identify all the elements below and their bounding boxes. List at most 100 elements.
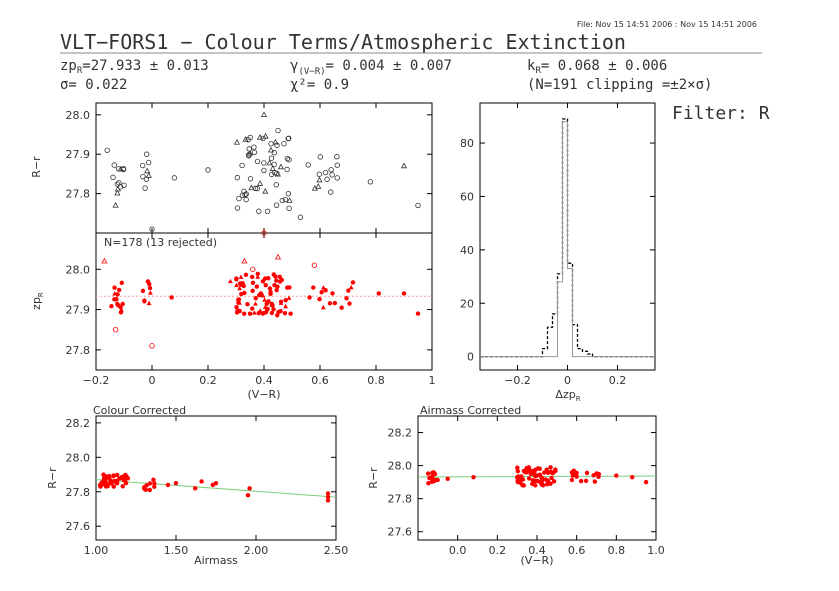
colour-corrected-point bbox=[173, 480, 179, 486]
colour-corrected-xlabel: Airmass bbox=[194, 554, 238, 567]
zp-point bbox=[346, 288, 351, 293]
airmass-corrected-xtick-label: 1.0 bbox=[647, 544, 665, 557]
colour-corrected-point bbox=[111, 473, 116, 478]
raw-colour-point bbox=[248, 184, 255, 191]
zp-point bbox=[286, 295, 292, 300]
raw-colour-point bbox=[273, 182, 279, 188]
zp-point bbox=[112, 297, 117, 302]
zp-point bbox=[234, 282, 239, 288]
zp-point bbox=[274, 278, 279, 283]
zp-xtick-label: 0.4 bbox=[255, 374, 273, 387]
raw-colour-point bbox=[316, 176, 323, 183]
raw-colour-point bbox=[285, 190, 292, 197]
zp-point bbox=[348, 284, 354, 290]
raw-colour-point bbox=[117, 165, 124, 172]
raw-colour-point bbox=[334, 162, 340, 168]
colour-corrected-point bbox=[107, 475, 112, 480]
zp-point bbox=[279, 277, 285, 283]
zp-point bbox=[234, 276, 239, 281]
raw-colour-point bbox=[275, 127, 281, 134]
airmass-corrected-point bbox=[543, 477, 549, 482]
zp-point bbox=[376, 291, 381, 296]
airmass-corrected-point bbox=[544, 467, 549, 472]
zp-point bbox=[344, 296, 349, 301]
sigma-stat: σ= 0.022 bbox=[60, 77, 127, 93]
zp-point bbox=[115, 292, 120, 297]
raw-colour-point bbox=[246, 149, 253, 156]
raw-colour-point bbox=[268, 171, 275, 178]
zp-point bbox=[239, 291, 244, 297]
raw-colour-point bbox=[111, 162, 117, 168]
zp-point bbox=[112, 285, 117, 290]
zp-point bbox=[260, 293, 266, 298]
colour-corrected-point bbox=[152, 481, 157, 486]
histogram-ytick-label: 20 bbox=[460, 297, 474, 310]
colour-corrected-point bbox=[245, 493, 251, 498]
zp-rejected-point bbox=[250, 266, 256, 272]
zp-point bbox=[269, 310, 275, 316]
raw-colour-point bbox=[233, 139, 241, 145]
zp-point bbox=[415, 311, 421, 316]
zp-point bbox=[140, 288, 146, 294]
raw-colour-point bbox=[273, 202, 280, 208]
zp-xtick-label: 0.8 bbox=[367, 374, 385, 387]
raw-colour-point bbox=[328, 189, 334, 195]
svg-text:ΔzpR: ΔzpR bbox=[555, 388, 580, 403]
raw-colour-point bbox=[247, 176, 254, 182]
zp-point bbox=[120, 301, 125, 307]
zp-rejected-point bbox=[112, 327, 119, 333]
zp-ytick-label: 27.9 bbox=[66, 304, 91, 317]
airmass-corrected-point bbox=[524, 470, 529, 475]
raw-colour-point bbox=[110, 174, 116, 181]
airmass-corrected-point bbox=[526, 476, 532, 481]
raw-colour-point bbox=[286, 157, 292, 163]
zp-xtick-label: 0 bbox=[149, 374, 156, 387]
airmass-corrected-point bbox=[430, 474, 435, 479]
zp-ylabel: zpR bbox=[30, 292, 45, 310]
colour-corrected-point bbox=[213, 480, 219, 486]
zp-point bbox=[148, 290, 153, 295]
zp-xtick-label: 1 bbox=[429, 374, 436, 387]
raw-colour-point bbox=[139, 162, 146, 169]
raw-colour-point bbox=[329, 172, 335, 178]
airmass-corrected-point bbox=[471, 474, 476, 480]
zp-point bbox=[307, 295, 312, 300]
zp-xtick-label: 0.6 bbox=[311, 374, 329, 387]
raw-colour-point bbox=[246, 146, 252, 152]
figure-title: VLT−FORS1 − Colour Terms/Atmospheric Ext… bbox=[60, 30, 626, 54]
histogram-ytick-label: 60 bbox=[460, 190, 474, 203]
raw-colour-point bbox=[400, 162, 408, 169]
raw-colour-point bbox=[241, 188, 247, 195]
raw-colour-point bbox=[311, 185, 318, 191]
zp-point bbox=[260, 279, 266, 284]
zp-point bbox=[320, 304, 326, 310]
raw-colour-point bbox=[322, 169, 329, 176]
colour-corrected-title: Colour Corrected bbox=[93, 404, 186, 417]
histogram-xtick-label: 0 bbox=[564, 374, 571, 387]
raw-colour-point bbox=[121, 182, 127, 188]
airmass-corrected-xlabel: (V−R) bbox=[521, 554, 554, 567]
raw-colour-point bbox=[247, 134, 253, 141]
raw-colour-point bbox=[284, 166, 290, 173]
zp-point bbox=[288, 311, 293, 316]
colour-corrected-ytick-label: 28.0 bbox=[66, 451, 91, 464]
raw-colour-point bbox=[261, 160, 267, 166]
raw-colour-point bbox=[279, 197, 286, 204]
raw-colour-point bbox=[315, 183, 322, 189]
raw-colour-point bbox=[144, 167, 151, 174]
airmass-corrected-point bbox=[540, 476, 545, 481]
airmass-corrected-point bbox=[518, 475, 523, 480]
gamma-stat: γ(V−R)= 0.004 ± 0.007 bbox=[290, 58, 452, 77]
chi2-stat: χ²= 0.9 bbox=[290, 77, 349, 93]
zp-point bbox=[116, 287, 122, 293]
raw-colour-point bbox=[269, 165, 276, 171]
airmass-corrected-point bbox=[530, 478, 536, 483]
zp-rejected-point bbox=[241, 257, 248, 264]
airmass-corrected-point bbox=[614, 473, 619, 478]
raw-colour-ylabel: R−r bbox=[30, 156, 43, 178]
zp-point bbox=[169, 295, 174, 300]
histogram-xtick-label: −0.2 bbox=[504, 374, 531, 387]
zp-point bbox=[241, 311, 247, 316]
airmass-corrected-point bbox=[535, 478, 540, 484]
